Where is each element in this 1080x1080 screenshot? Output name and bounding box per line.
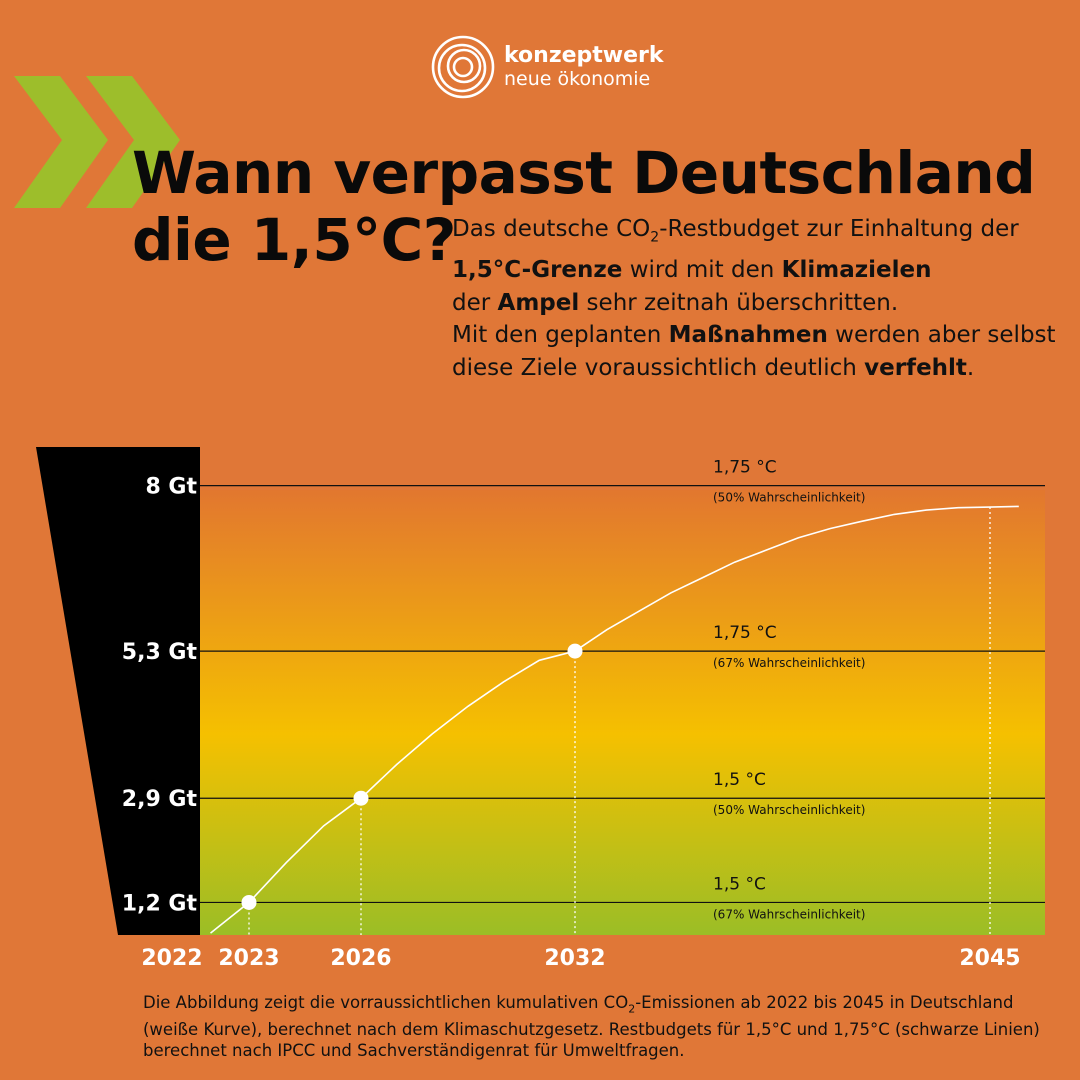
budget-line-label: 1,75 °C [713, 623, 777, 643]
intro-fragment: . [966, 354, 975, 381]
x-tick-label: 2026 [330, 946, 391, 971]
title-line-1: Wann verpasst Deutschland [132, 139, 1036, 207]
x-tick-labels: 2022 2023 2026 2032 2045 [141, 946, 1020, 971]
y-tick-label: 1,2 Gt [122, 891, 198, 916]
brand-logo: konzeptwerk neue ökonomie [430, 34, 664, 100]
intro-subscript: 2 [650, 229, 660, 246]
emissions-chart: 1,75 °C (50% Wahrscheinlichkeit) 1,75 °C (6… [36, 447, 1045, 971]
intro-fragment: werden aber selbst diese Ziele voraussic… [452, 322, 1056, 381]
page-title: Wann verpasst Deutschland die 1,5°C? [132, 139, 1036, 274]
y-tick-label: 5,3 Gt [122, 640, 198, 665]
y-tick-label: 8 Gt [145, 475, 197, 500]
budget-line-label: 1,5 °C [713, 874, 766, 894]
intro-bold-fragment: Ampel [497, 289, 580, 316]
budget-line-probability: (67% Wahrscheinlichkeit) [713, 656, 865, 670]
x-tick-label: 2045 [959, 946, 1020, 971]
curve-marker [241, 894, 257, 910]
caption-fragment: Die Abbildung zeigt die vorraussichtlich… [143, 993, 629, 1012]
double-chevron-icon [14, 76, 180, 208]
caption-subscript: 2 [628, 1002, 636, 1016]
swirl-logo-icon [431, 35, 495, 99]
chart-caption: Die Abbildung zeigt die vorraussichtlich… [143, 992, 1043, 1061]
intro-bold-fragment: Maßnahmen [668, 322, 828, 349]
curve-markers [241, 643, 583, 910]
intro-text: Das deutsche CO2-Restbudget zur Einhaltu… [452, 213, 1062, 384]
budget-line-label: 1,75 °C [713, 458, 777, 478]
intro-fragment: Das deutsche CO [452, 216, 651, 242]
budget-line-label: 1,5 °C [713, 770, 766, 790]
budget-line-probability: (50% Wahrscheinlichkeit) [713, 491, 865, 505]
intro-bold-fragment: Klimazielen [781, 257, 932, 284]
intro-bold-fragment: verfehlt [864, 354, 967, 381]
intro-bold-fragment: 1,5°C-Grenze [452, 257, 623, 284]
x-tick-label: 2022 [141, 946, 202, 971]
budget-lines: 1,75 °C (50% Wahrscheinlichkeit) 1,75 °C (6… [200, 458, 1045, 921]
brand-subtitle: neue ökonomie [504, 67, 651, 90]
curve-marker [353, 790, 369, 806]
plot-background [200, 490, 1045, 935]
brand-name: konzeptwerk [504, 43, 664, 69]
intro-fragment: der [452, 289, 498, 316]
intro-fragment: sehr zeitnah überschritten. [579, 289, 899, 316]
x-tick-label: 2023 [218, 946, 279, 971]
y-tick-labels: 8 Gt 5,3 Gt 2,9 Gt 1,2 Gt [122, 475, 198, 917]
y-tick-label: 2,9 Gt [122, 787, 198, 812]
x-tick-label: 2032 [544, 946, 605, 971]
intro-fragment: Mit den geplanten [452, 322, 669, 349]
budget-line-probability: (50% Wahrscheinlichkeit) [713, 803, 865, 817]
intro-fragment: wird mit den [622, 257, 782, 284]
curve-marker [567, 643, 583, 659]
caption-fragment: -Emissionen ab 2022 bis 2045 in Deutschl… [143, 993, 1040, 1061]
intro-fragment: -Restbudget zur Einhaltung der [659, 216, 1019, 242]
budget-line-probability: (67% Wahrscheinlichkeit) [713, 907, 865, 921]
y-axis-wedge [36, 447, 200, 935]
title-line-2: die 1,5°C? [132, 205, 456, 274]
